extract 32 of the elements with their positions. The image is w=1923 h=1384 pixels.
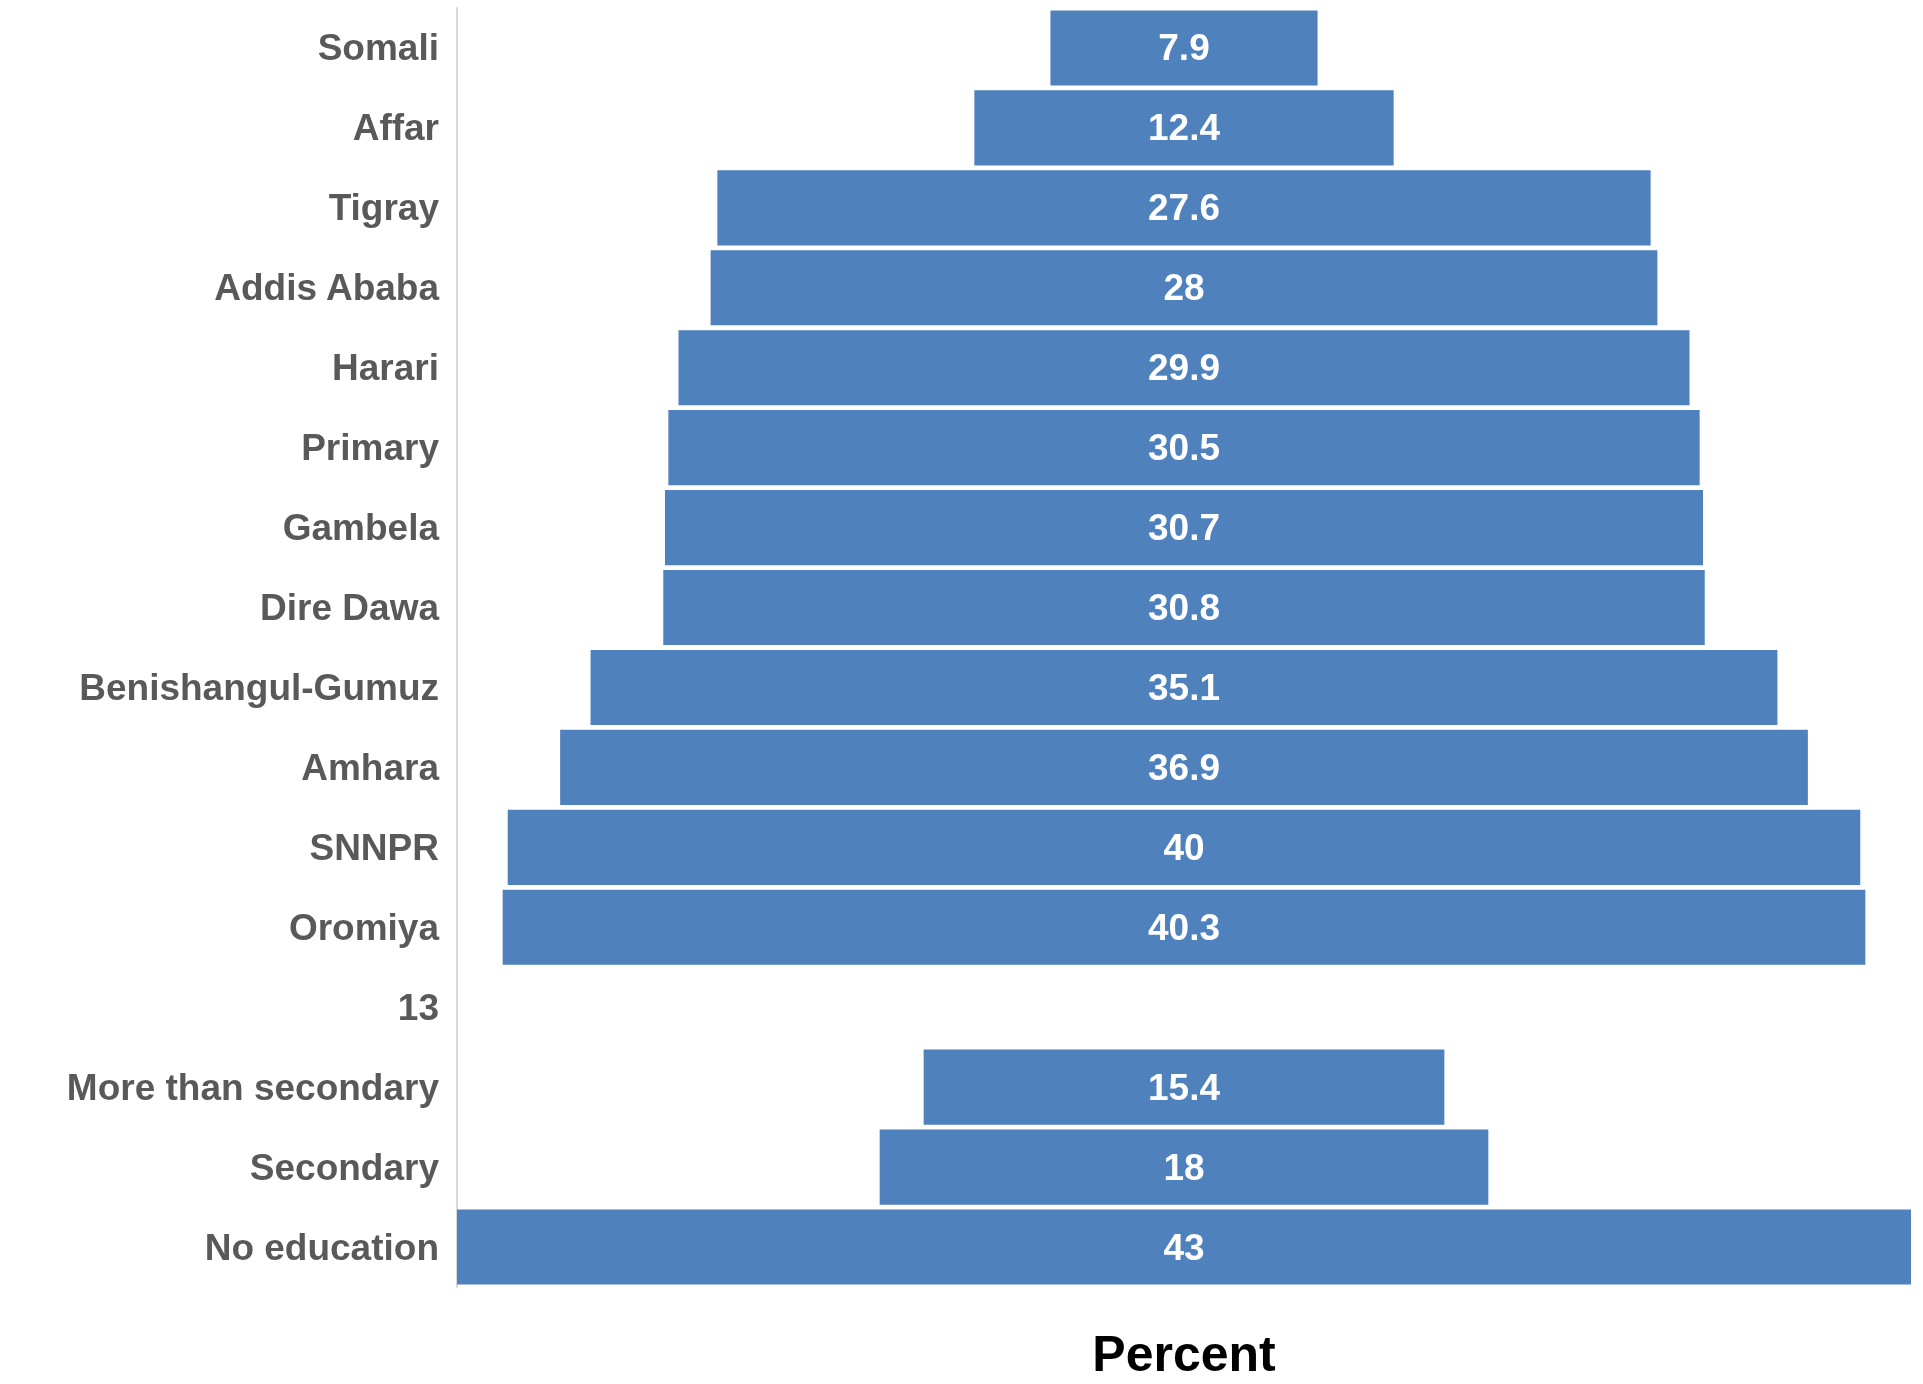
data-label: 18 — [1163, 1146, 1205, 1188]
data-label: 7.9 — [1158, 27, 1210, 69]
data-label: 40 — [1163, 826, 1205, 868]
data-label: 27.6 — [1147, 187, 1221, 229]
category-label: Oromiya — [288, 906, 440, 948]
data-label: 29.9 — [1147, 347, 1221, 389]
category-label: Addis Ababa — [214, 267, 440, 309]
data-label: 15.4 — [1147, 1066, 1221, 1108]
category-label: Gambela — [282, 507, 440, 549]
category-label: No education — [204, 1226, 439, 1268]
category-label: Secondary — [249, 1146, 440, 1188]
category-label: SNNPR — [309, 826, 439, 868]
category-label: 13 — [397, 986, 439, 1028]
data-label: 28 — [1163, 267, 1205, 309]
data-label: 30.5 — [1147, 427, 1221, 469]
data-label: 30.7 — [1147, 507, 1221, 549]
category-label: More than secondary — [66, 1066, 440, 1108]
category-label: Primary — [301, 427, 440, 469]
data-label: 30.8 — [1147, 587, 1221, 629]
data-label: 40.3 — [1147, 906, 1221, 948]
text: Percent — [1092, 1326, 1277, 1382]
category-label: Harari — [332, 347, 439, 389]
data-label: 43 — [1163, 1226, 1205, 1268]
category-label: Dire Dawa — [260, 587, 440, 629]
data-label: 12.4 — [1147, 107, 1221, 149]
data-label: 36.9 — [1147, 746, 1221, 788]
category-label: Somali — [317, 27, 439, 69]
data-label: 35.1 — [1147, 666, 1221, 708]
category-label: Benishangul-Gumuz — [79, 666, 439, 708]
category-label: Tigray — [328, 187, 440, 229]
category-label: Affar — [352, 107, 439, 149]
category-label: Amhara — [301, 746, 440, 788]
